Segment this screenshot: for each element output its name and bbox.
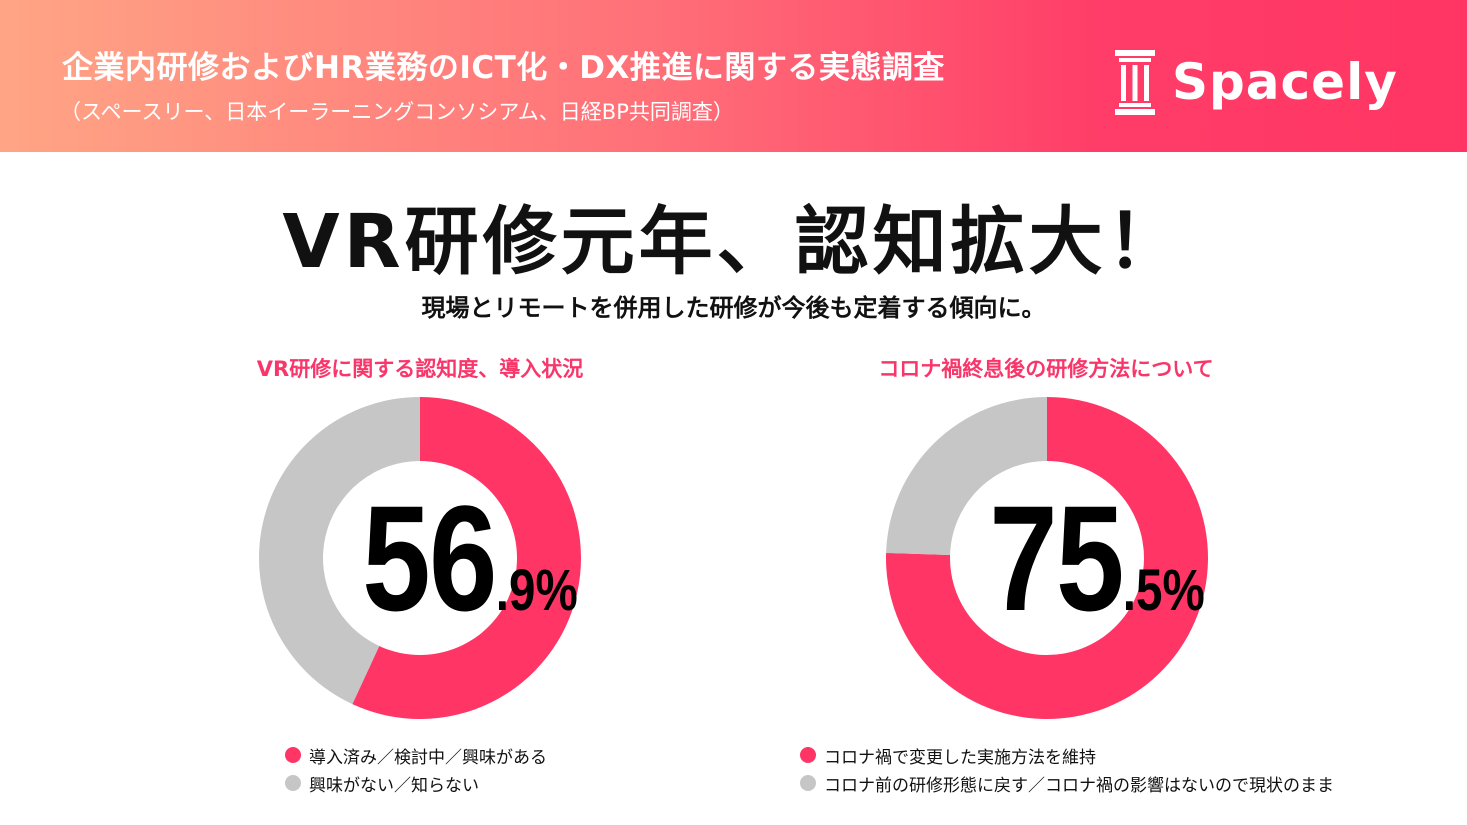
legend-label: 興味がない／知らない <box>309 775 479 796</box>
logo-text: Spacely <box>1172 53 1398 111</box>
chart-2-donut <box>886 397 1208 719</box>
legend-label: コロナ前の研修形態に戻す／コロナ禍の影響はないので現状のまま <box>824 775 1334 796</box>
legend-item: 興味がない／知らない <box>285 769 547 797</box>
header-banner: 企業内研修およびHR業務のICT化・DX推進に関する実態調査 （スペースリー、日… <box>0 0 1467 152</box>
legend-dot-gray <box>800 775 816 791</box>
survey-title: 企業内研修およびHR業務のICT化・DX推進に関する実態調査 <box>62 50 945 86</box>
legend-dot-gray <box>285 775 301 791</box>
legend-item: 導入済み／検討中／興味がある <box>285 741 547 769</box>
chart-1-title: VR研修に関する認知度、導入状況 <box>256 357 584 381</box>
donut-slice-2 <box>259 397 420 705</box>
subheadline: 現場とリモートを併用した研修が今後も定着する傾向に。 <box>421 294 1046 322</box>
legend-item: コロナ前の研修形態に戻す／コロナ禍の影響はないので現状のまま <box>800 769 1334 797</box>
legend-label: コロナ禍で変更した実施方法を維持 <box>824 747 1096 768</box>
legend-item: コロナ禍で変更した実施方法を維持 <box>800 741 1334 769</box>
chart-2-legend: コロナ禍で変更した実施方法を維持 コロナ前の研修形態に戻す／コロナ禍の影響はない… <box>800 741 1334 797</box>
chart-2-value-decimal: .5% <box>1122 558 1205 623</box>
donut-slice-1 <box>352 397 581 719</box>
chart-1-center-value: 56.9% <box>322 483 617 633</box>
headline: VR研修元年、認知拡大！ <box>282 199 1185 285</box>
chart-2-center-value: 75.5% <box>949 483 1244 633</box>
pillar-icon <box>1115 50 1155 115</box>
chart-1-legend: 導入済み／検討中／興味がある 興味がない／知らない <box>285 741 547 797</box>
chart-1-donut <box>259 397 581 719</box>
survey-subtitle: （スペースリー、日本イーラーニングコンソシアム、日経BP共同調査） <box>60 100 734 124</box>
legend-dot-accent <box>285 747 301 763</box>
donut-slice-1 <box>886 397 1208 719</box>
donut-slice-2 <box>886 397 1047 555</box>
spacely-logo: Spacely <box>1114 46 1398 118</box>
chart-2-value-integer: 75 <box>989 474 1124 642</box>
legend-label: 導入済み／検討中／興味がある <box>309 747 547 768</box>
legend-dot-accent <box>800 747 816 763</box>
chart-1-value-decimal: .9% <box>495 558 578 623</box>
chart-2-title: コロナ禍終息後の研修方法について <box>878 357 1214 381</box>
chart-1-value-integer: 56 <box>362 474 497 642</box>
